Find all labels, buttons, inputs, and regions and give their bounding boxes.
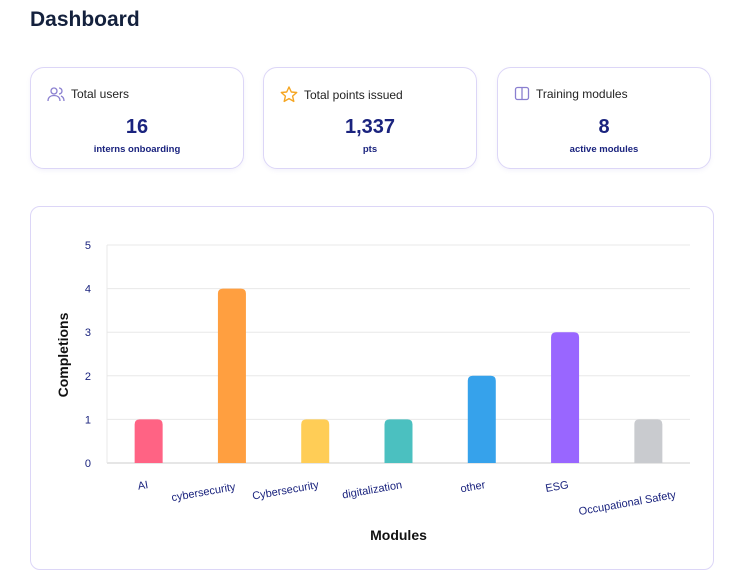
bar-other (467, 375, 496, 463)
y-tick-label: 2 (85, 371, 91, 383)
bar-ai (134, 419, 163, 463)
x-tick-label: digitalization (341, 479, 403, 501)
stat-label: Total points issued (304, 87, 403, 102)
stat-value: 16 (125, 116, 149, 138)
x-tick-label: Cybersecurity (251, 479, 320, 503)
page-title: Dashboard (30, 8, 140, 31)
y-tick-label: 3 (85, 327, 91, 339)
y-tick-label: 1 (85, 414, 91, 426)
x-tick-label: cybersecurity (171, 481, 237, 504)
users-icon (47, 87, 65, 102)
stat-value: 8 (598, 116, 610, 138)
x-axis-title: Modules (370, 527, 427, 543)
y-axis-title: Completions (55, 312, 71, 397)
stat-label: Total users (71, 87, 130, 101)
y-tick-label: 0 (85, 458, 91, 470)
y-tick-label: 4 (85, 284, 91, 296)
stat-sub: active modules (569, 144, 639, 155)
module-completions-chart-card (30, 206, 714, 570)
bar-esg (551, 332, 580, 463)
stat-card-training-modules: Training modules 8 active modules (497, 67, 711, 169)
x-tick-label: ESG (545, 479, 570, 495)
stat-sub: pts (362, 144, 378, 155)
bar-digitalization (384, 419, 413, 463)
star-icon (280, 86, 298, 103)
stat-card-total-points: Total points issued 1,337 pts (263, 67, 477, 169)
stat-value: 1,337 (344, 116, 396, 138)
book-icon (514, 86, 530, 101)
bar-cybersecurity (217, 288, 246, 463)
x-tick-label: other (460, 479, 487, 495)
y-tick-label: 5 (85, 240, 91, 252)
x-tick-label: AI (137, 479, 149, 493)
x-tick-label: Occupational Safety (578, 489, 678, 518)
stat-sub: interns onboarding (93, 144, 181, 155)
stat-label: Training modules (536, 86, 628, 101)
stat-card-total-users: Total users 16 interns onboarding (30, 67, 244, 169)
bar-occupational-safety (634, 419, 663, 463)
bar-cybersecurity (301, 419, 330, 463)
